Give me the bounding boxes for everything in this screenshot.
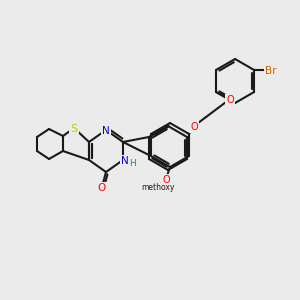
Text: H: H	[129, 160, 135, 169]
Text: O: O	[190, 122, 198, 132]
Text: N: N	[121, 156, 129, 166]
Text: O: O	[98, 183, 106, 193]
Text: Br: Br	[266, 66, 277, 76]
Text: methoxy: methoxy	[141, 184, 175, 193]
Text: O: O	[226, 95, 234, 105]
Text: S: S	[70, 124, 78, 134]
Text: O: O	[162, 175, 170, 185]
Text: N: N	[102, 126, 110, 136]
